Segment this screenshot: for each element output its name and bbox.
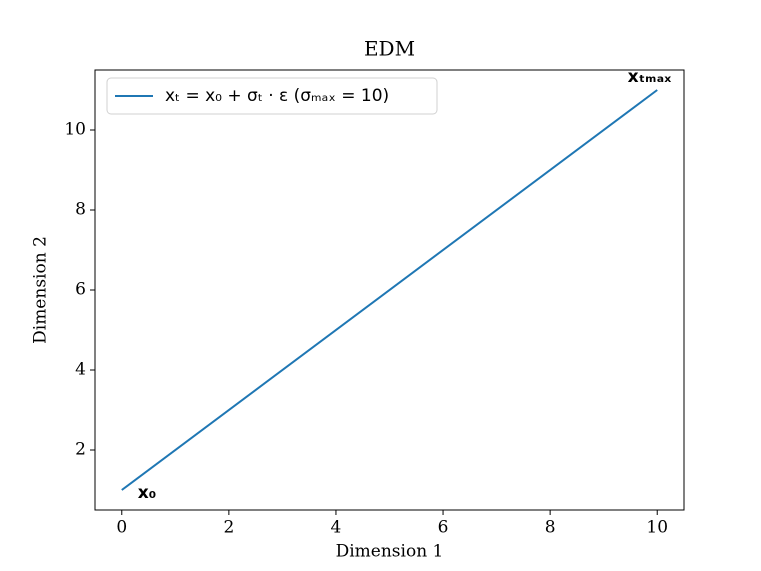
legend-label: xₜ = x₀ + σₜ · ε (σₘₐₓ = 10) — [165, 86, 389, 106]
line-series — [121, 89, 658, 491]
plot-frame — [94, 69, 685, 511]
x-axis-label: Dimension 1 — [336, 542, 444, 562]
y-tick-label: 6 — [75, 280, 86, 300]
chart-title: EDM — [364, 37, 415, 61]
x-tick-label: 0 — [116, 518, 127, 538]
x-tick-label: 6 — [438, 518, 449, 538]
x-tick-label: 8 — [545, 518, 556, 538]
y-tick-label: 4 — [75, 360, 86, 380]
x-tick-label: 10 — [646, 518, 668, 538]
y-tick-label: 10 — [64, 120, 86, 140]
x-tick-label: 4 — [331, 518, 342, 538]
legend-box — [106, 77, 438, 115]
x-tick-label: 2 — [223, 518, 234, 538]
y-tick-label: 8 — [75, 200, 86, 220]
y-axis-label: Dimension 2 — [31, 236, 51, 344]
annotation: x₀ — [138, 483, 156, 503]
annotation: xₜₘₐₓ — [628, 67, 672, 87]
y-tick-label: 2 — [75, 440, 86, 460]
